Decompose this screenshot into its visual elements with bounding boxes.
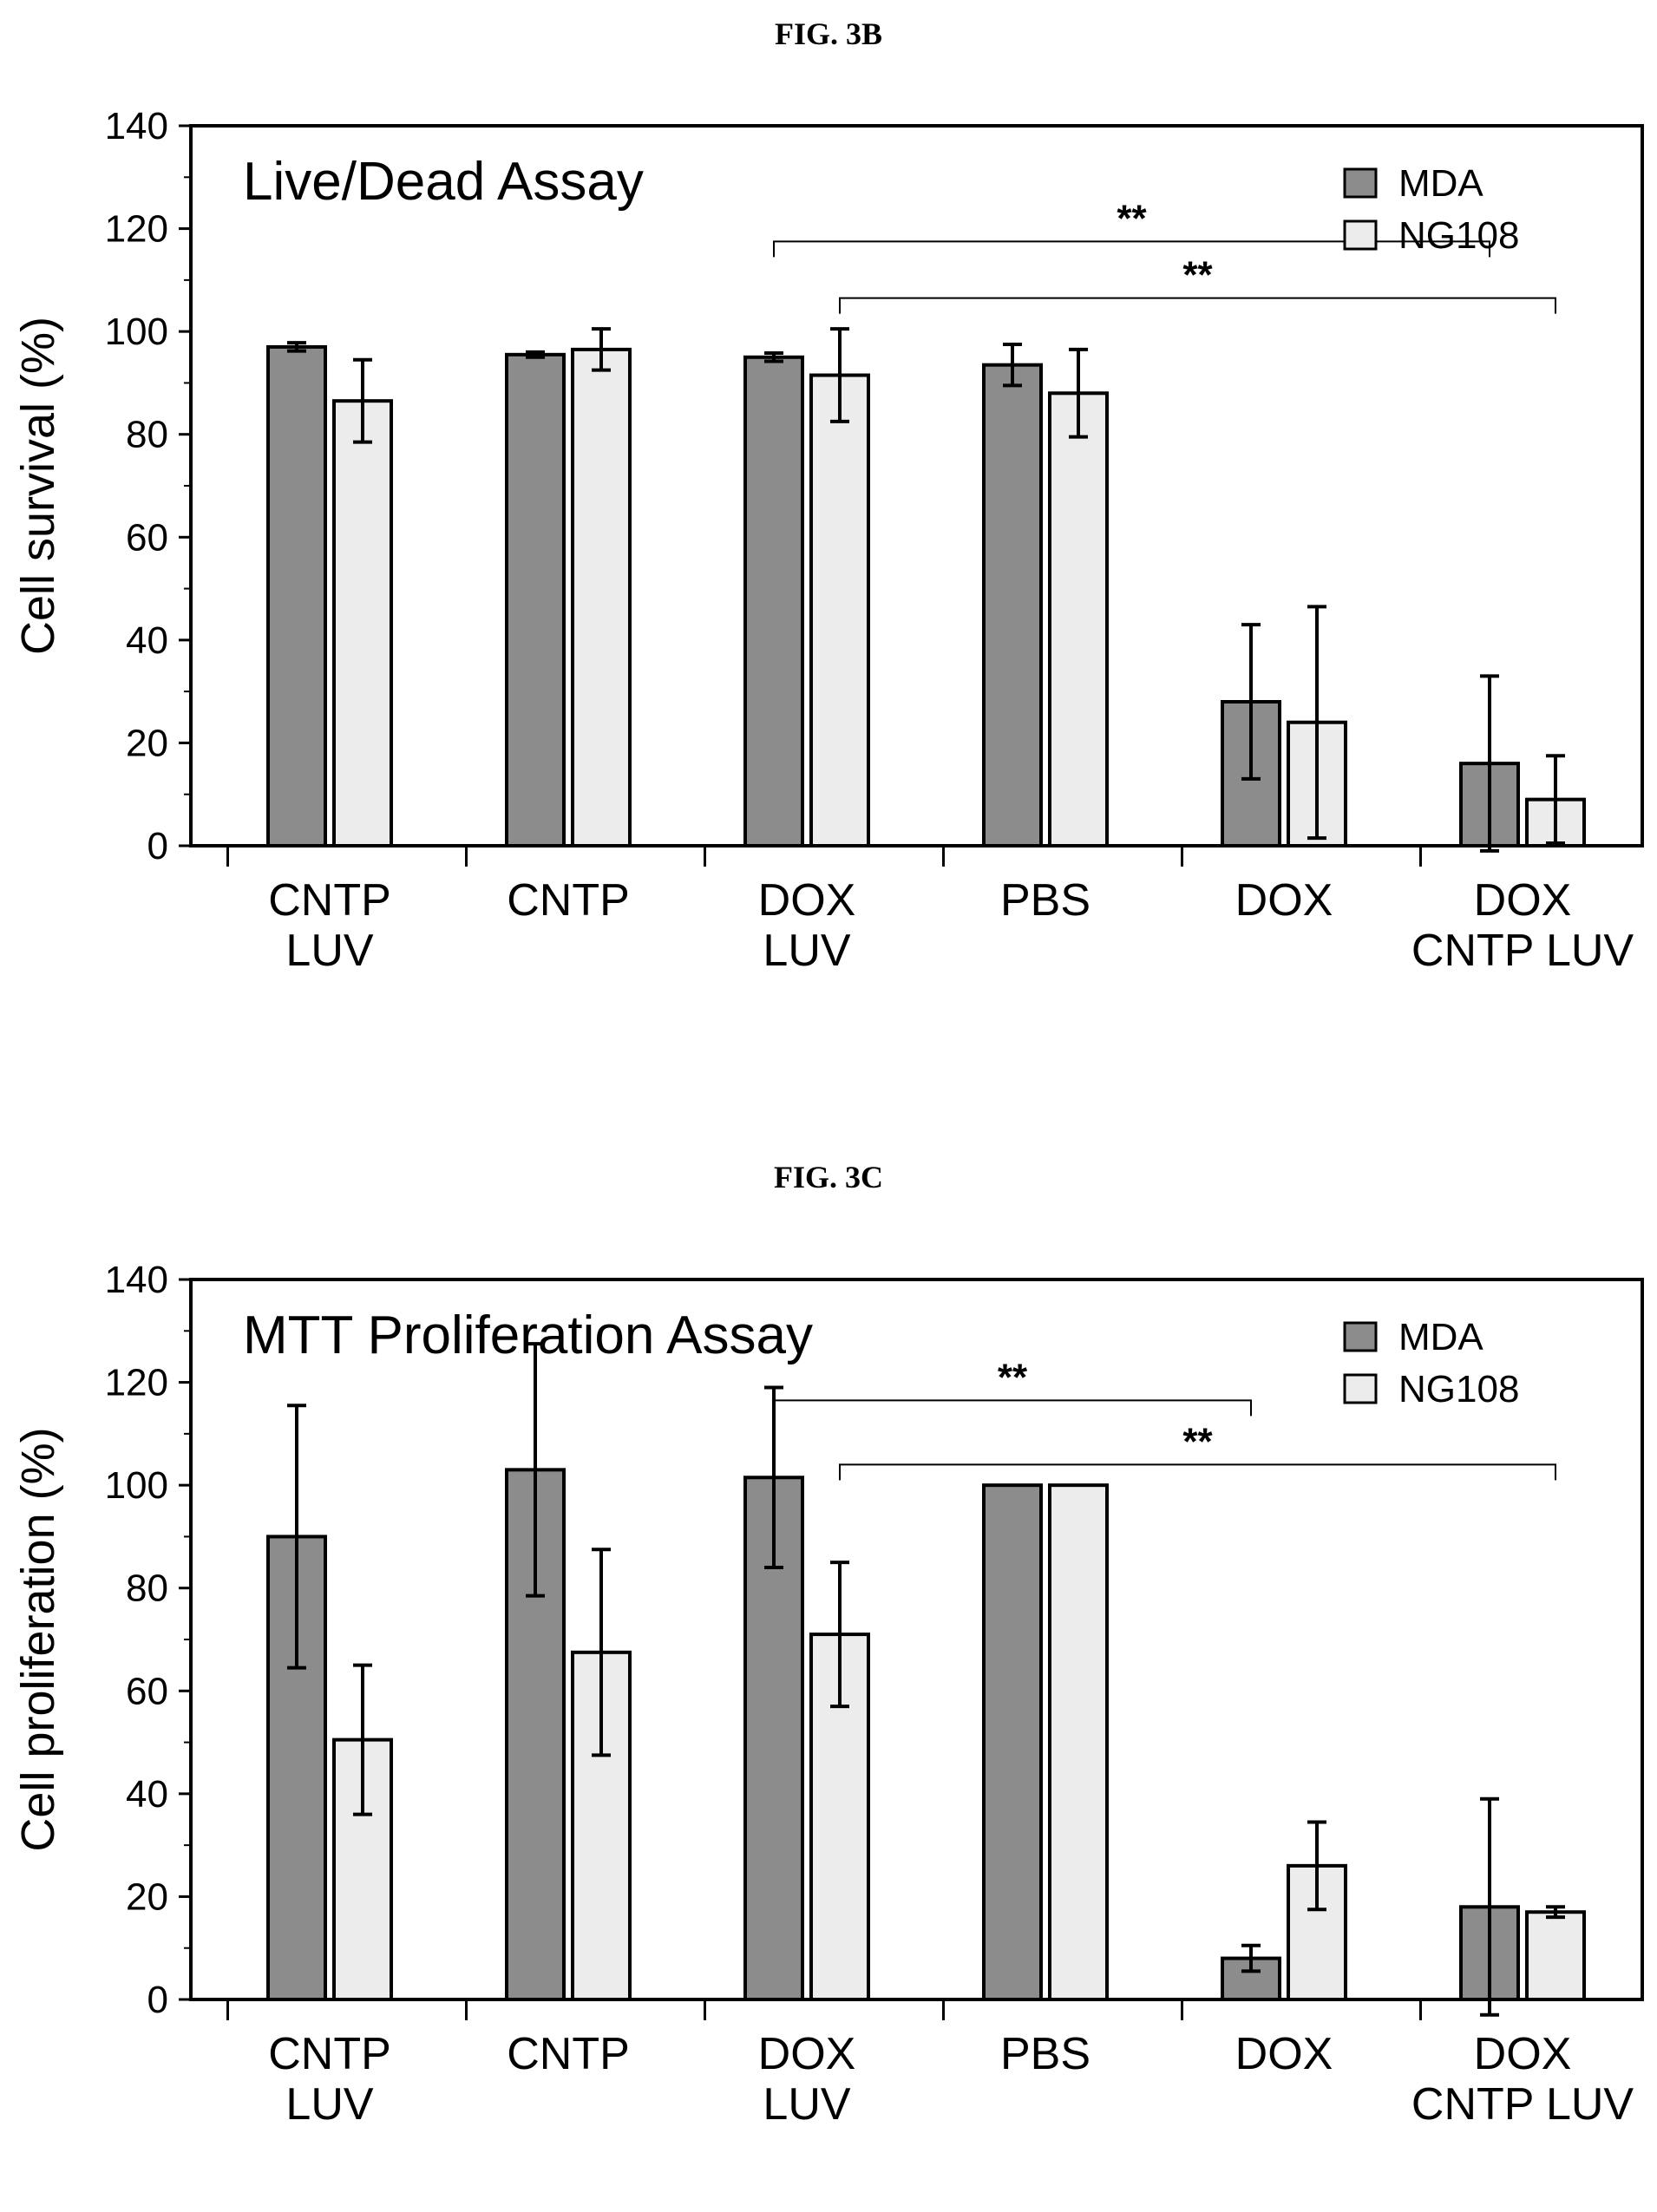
significance-label: ** xyxy=(998,1356,1028,1398)
significance-bracket xyxy=(773,240,1490,258)
x-category-label-line: PBS xyxy=(1000,875,1090,926)
x-category-label-line: DOX xyxy=(1235,2029,1333,2079)
y-tick-label: 100 xyxy=(105,311,168,353)
legend-swatch-mda xyxy=(1343,167,1378,199)
x-category-label: CNTP LUV xyxy=(268,2029,391,2130)
significance-bracket xyxy=(773,1399,1252,1417)
bar-ng108 xyxy=(332,399,393,847)
bar-mda xyxy=(982,363,1043,847)
bar-ng108 xyxy=(1525,1910,1586,2002)
x-category-label: DOX xyxy=(1235,2029,1333,2079)
x-category-label: DOX LUV xyxy=(758,2029,856,2130)
y-tick-label: 140 xyxy=(105,105,168,147)
y-tick-label: 100 xyxy=(105,1464,168,1507)
chart-mtt-proliferation-assay: 0 20 40 60 80 100 120 140 Cell proliferation (%)… xyxy=(12,1259,1644,2130)
y-tick-label: 60 xyxy=(126,516,168,559)
y-tick-label: 60 xyxy=(126,1670,168,1712)
x-category-label: CNTP xyxy=(507,875,630,926)
y-tick-label: 0 xyxy=(147,825,168,867)
x-category-label-line: LUV xyxy=(285,926,373,976)
x-category-label-line: LUV xyxy=(763,2079,850,2130)
x-category-label-line: LUV xyxy=(763,926,850,976)
chart-title: Live/Dead Assay xyxy=(243,152,644,212)
x-category-label-line: CNTP LUV xyxy=(1411,2079,1634,2130)
x-category-label: DOX CNTP LUV xyxy=(1411,875,1634,976)
x-category-label-line: PBS xyxy=(1000,2029,1090,2079)
bar-mda xyxy=(982,1483,1043,2001)
bar-ng108 xyxy=(809,373,870,847)
x-category-label-line: CNTP xyxy=(507,2029,630,2079)
x-category-label-line: CNTP xyxy=(268,875,391,926)
legend-label: NG108 xyxy=(1398,214,1519,257)
bar-mda xyxy=(266,344,327,847)
x-category-label-line: LUV xyxy=(285,2079,373,2130)
legend-label: NG108 xyxy=(1398,1368,1519,1410)
x-category-label: CNTP LUV xyxy=(268,875,391,976)
significance-bracket xyxy=(839,1463,1556,1481)
legend-label: MDA xyxy=(1398,162,1483,205)
y-tick-label: 80 xyxy=(126,1567,168,1610)
x-category-label: DOX xyxy=(1235,875,1333,926)
legend-swatch-ng108 xyxy=(1343,219,1378,251)
x-category-label-line: DOX xyxy=(1474,2029,1572,2079)
y-tick-label: 20 xyxy=(126,722,168,764)
x-category-label: DOX LUV xyxy=(758,875,856,976)
bar-mda xyxy=(505,352,566,848)
significance-label: ** xyxy=(1182,1420,1213,1463)
x-category-label: CNTP xyxy=(507,2029,630,2079)
x-category-label-line: CNTP LUV xyxy=(1411,926,1634,976)
y-tick-label: 40 xyxy=(126,1773,168,1816)
chart-title: MTT Proliferation Assay xyxy=(243,1306,813,1365)
x-category-label-line: DOX xyxy=(758,2029,856,2079)
y-tick-label: 40 xyxy=(126,619,168,662)
x-category-label-line: CNTP xyxy=(268,2029,391,2079)
significance-label: ** xyxy=(1182,254,1213,297)
significance-bracket xyxy=(839,297,1556,314)
y-axis-label: Cell proliferation (%) xyxy=(12,1427,64,1851)
x-category-label-line: DOX xyxy=(1474,875,1572,926)
chart-live-dead-assay: 0 20 40 60 80 100 120 140 Cell survival (%) Live/… xyxy=(12,105,1644,976)
x-category-label: PBS xyxy=(1000,2029,1090,2079)
bar-ng108 xyxy=(1287,1863,1347,2001)
y-tick-label: 20 xyxy=(126,1875,168,1918)
figure-label-3b: FIG. 3B xyxy=(774,16,882,51)
x-category-label-line: DOX xyxy=(1235,875,1333,926)
y-tick-label: 120 xyxy=(105,208,168,251)
y-tick-label: 80 xyxy=(126,414,168,456)
bar-ng108 xyxy=(571,347,632,847)
bar-ng108 xyxy=(1048,1483,1109,2001)
x-category-label: PBS xyxy=(1000,875,1090,926)
legend-label: MDA xyxy=(1398,1316,1483,1358)
significance-label: ** xyxy=(1117,197,1147,239)
y-tick-label: 140 xyxy=(105,1259,168,1301)
y-tick-label: 120 xyxy=(105,1362,168,1404)
bar-ng108 xyxy=(1048,391,1109,847)
figure-label-3c: FIG. 3C xyxy=(774,1160,883,1194)
legend-swatch-ng108 xyxy=(1343,1373,1378,1404)
bar-mda xyxy=(743,355,804,847)
legend-swatch-mda xyxy=(1343,1321,1378,1352)
x-category-label: DOX CNTP LUV xyxy=(1411,2029,1634,2130)
x-category-label-line: DOX xyxy=(758,875,856,926)
y-tick-label: 0 xyxy=(147,1979,168,2021)
y-axis-label: Cell survival (%) xyxy=(12,317,64,655)
x-category-label-line: CNTP xyxy=(507,875,630,926)
